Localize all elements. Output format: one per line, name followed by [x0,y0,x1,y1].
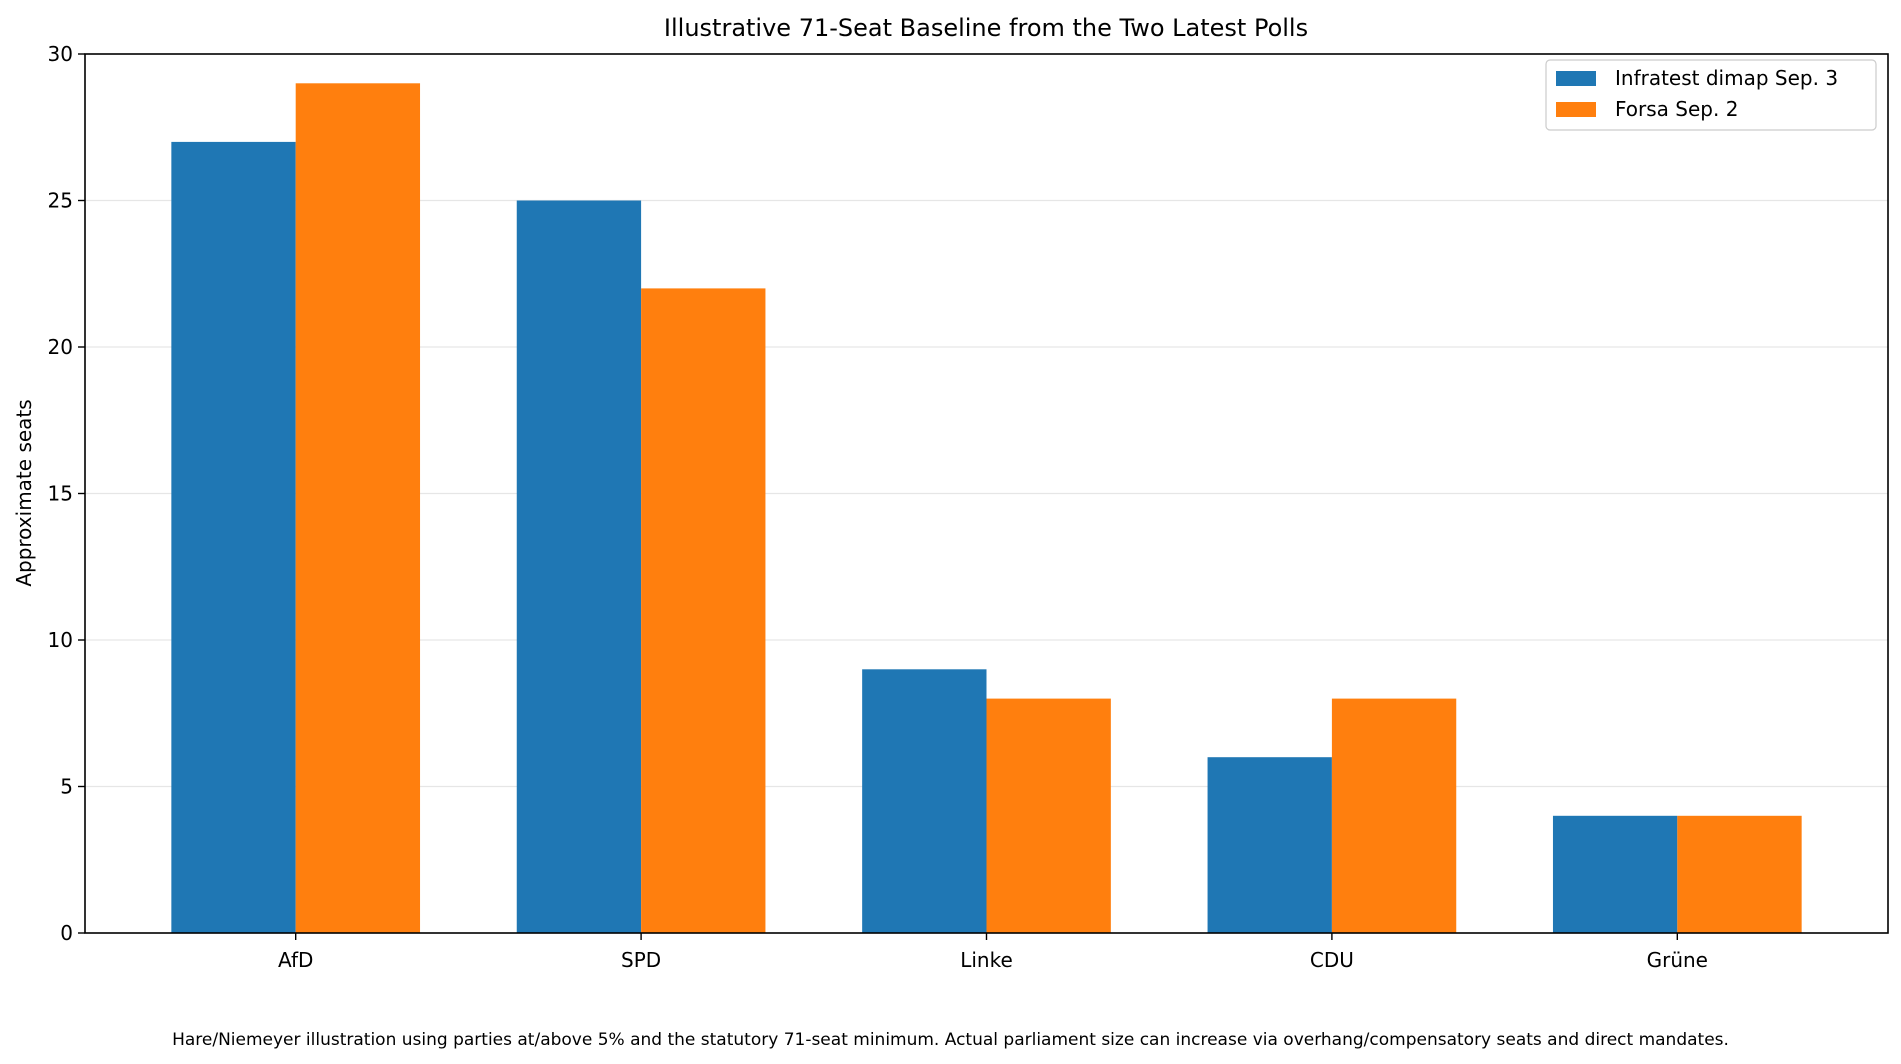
legend-box [1545,59,1877,131]
bar-afd-series-1 [171,141,296,933]
y-tick-label: 5 [60,775,73,799]
legend: Infratest dimap Sep. 3 Forsa Sep. 2 [1545,59,1877,131]
bars [171,83,1802,934]
x-tick-label: Grüne [1647,948,1708,972]
bar-grüne-series-1 [1552,815,1678,933]
x-tick-label: Linke [960,948,1013,972]
bar-cdu-series-2 [1331,698,1457,933]
chart-title: Illustrative 71-Seat Baseline from the T… [664,14,1308,42]
y-tick-label: 20 [48,335,73,359]
footnote: Hare/Niemeyer illustration using parties… [172,1030,1729,1050]
bar-cdu-series-1 [1207,757,1332,933]
legend-swatch [1556,102,1596,117]
x-tick-label: AfD [278,948,313,972]
bar-linke-series-2 [986,698,1111,933]
bar-linke-series-1 [862,669,987,933]
y-axis-label: Approximate seats [12,399,36,586]
x-axis: AfD SPD Linke CDU Grüne [278,933,1708,972]
y-tick-label: 10 [48,628,73,652]
y-axis: 0 5 10 15 20 25 30 [48,42,85,945]
x-tick-label: CDU [1310,948,1354,972]
legend-swatch [1556,71,1596,86]
y-tick-label: 0 [60,921,73,945]
legend-label: Infratest dimap Sep. 3 [1615,66,1838,90]
y-tick-label: 15 [48,482,73,506]
bar-spd-series-1 [516,200,642,933]
bar-afd-series-2 [295,83,421,934]
bar-spd-series-2 [641,288,766,933]
x-tick-label: SPD [621,948,661,972]
legend-label: Forsa Sep. 2 [1615,97,1738,121]
y-tick-label: 25 [48,189,73,213]
y-tick-label: 30 [48,42,73,66]
bar-grüne-series-2 [1677,815,1802,933]
